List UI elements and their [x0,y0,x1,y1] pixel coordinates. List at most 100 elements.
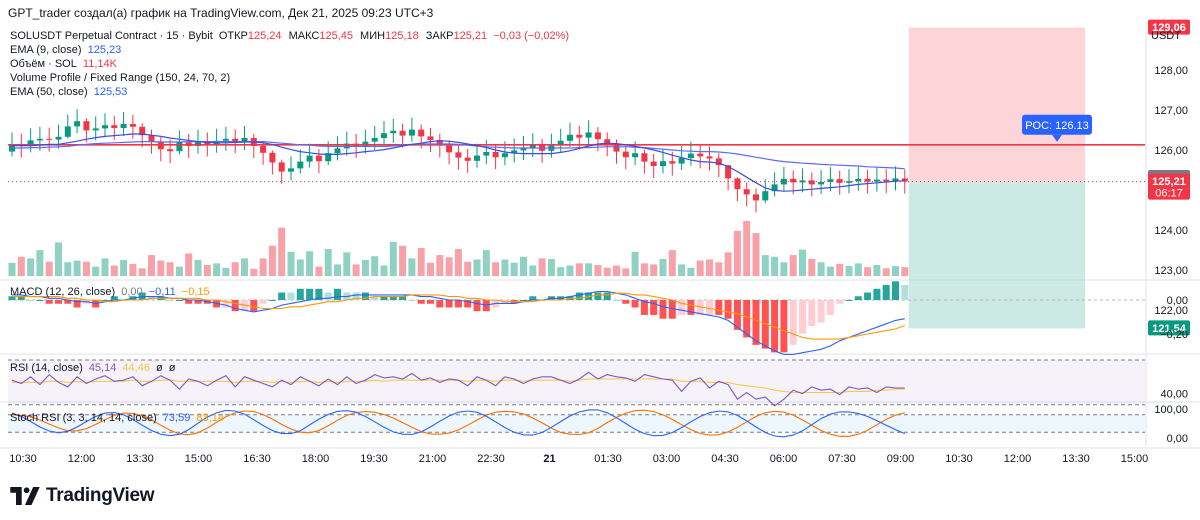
price-badge-text: 125,21 [1152,176,1186,188]
candle-body [92,128,99,131]
candle-body [120,124,127,128]
volume-bar [901,267,909,276]
macd-histogram-bar [352,292,360,300]
volume-bar [417,247,425,276]
candle-body [827,179,834,182]
volume-bar [213,263,221,276]
time-tick: 04:30 [711,453,739,465]
macd-histogram-bar [808,300,816,327]
macd-histogram-bar [408,300,416,301]
stoch-legend[interactable]: Stoch RSI (3, 3, 14, 14, close) 73,59 83… [10,412,227,424]
candle-body [734,178,741,190]
candle-body [483,152,490,156]
macd-histogram-bar [287,292,295,300]
candle [83,118,90,143]
tradingview-logo[interactable]: TradingView [10,485,155,507]
price-axis-currency: USDT [1151,30,1181,42]
rsi-band [8,360,1145,405]
chart-credit: GPT_trader создал(а) график на TradingVi… [8,6,434,20]
candle-body [232,138,239,142]
candle-body [334,148,341,154]
candle [46,127,53,152]
legend-volume-row[interactable]: Объём · SOL 11,14K [10,58,120,70]
volume-bar [36,250,44,276]
legend-close-label: ЗАКР [425,30,454,42]
time-tick: 18:00 [302,453,330,465]
ema9-line [12,133,905,192]
candle [855,166,862,191]
candle-body [55,136,62,140]
macd-histogram-bar [529,296,537,300]
macd-histogram-bar [826,300,834,315]
volume-bar [278,227,286,276]
legend-ema9-row[interactable]: EMA (9, close) 125,23 [10,44,124,56]
volume-bar [27,258,35,276]
volume-bar [268,245,276,276]
time-tick: 10:30 [945,453,973,465]
stoch-tick: 100,00 [1154,404,1188,416]
candle-body [743,189,750,195]
price-badge-countdown: 06:17 [1155,188,1183,200]
volume-bar [464,261,472,276]
volume-bar [259,258,267,276]
macd-hist-value: 0,00 [121,286,143,298]
candle [390,118,397,143]
price-tick: 122,00 [1154,305,1188,317]
rsi-na-1: ø [156,362,163,374]
stoch-k-line [11,409,906,438]
macd-signal-line [12,292,905,340]
candle-body [604,139,611,145]
candle [111,116,118,140]
candle-body [836,179,843,183]
candle-body [753,194,759,201]
candle [492,145,499,170]
macd-histogram-bar [8,296,16,300]
rsi-tick: 40,00 [1160,389,1188,401]
volume-bar [157,260,165,276]
candle [660,149,666,174]
volume-bar [799,249,806,276]
candle [399,123,406,148]
legend-symbol: SOLUSDT Perpetual Contract · 15 · Bybit [10,30,213,42]
macd-histogram-bar [417,300,425,304]
legend-ema9-value: 125,23 [87,44,122,56]
candle-body [650,161,657,166]
candle [585,120,592,145]
candle [362,129,369,154]
rsi-legend[interactable]: RSI (14, close) 45,14 44,46 ø ø [10,362,179,374]
volume-bar [547,258,555,276]
legend-ema50-row[interactable]: EMA (50, close) 125,53 [10,86,130,98]
macd-histogram-bar [17,296,25,300]
volume-bar [231,262,239,276]
volume-bar [222,267,230,276]
legend-low: 125,18 [385,30,419,42]
macd-histogram-bar [873,288,881,300]
poc-label: POC: 126.13 [1022,114,1092,142]
candle [427,128,434,152]
candle-body [399,130,406,136]
candle-body [799,180,806,183]
macd-histogram-bar [520,300,527,301]
volume-bar [687,267,695,276]
candle [36,126,43,151]
macd-histogram-bar [892,281,899,300]
candle [64,114,71,139]
macd-histogram-bar [864,292,872,300]
candle-body [222,138,229,141]
legend-change: −0,03 (−0,02%) [493,30,570,42]
legend-vp-row[interactable]: Volume Profile / Fixed Range (150, 24, 7… [10,72,233,84]
candle-body [567,134,573,141]
candle-body [436,140,443,146]
macd-legend[interactable]: MACD (12, 26, close) 0,00 −0,11 −0,15 [10,286,213,298]
volume-bar [826,266,834,276]
volume-bar [761,255,769,276]
candle [873,167,880,192]
candle-body [464,157,471,161]
volume-bar [73,260,81,276]
time-tick: 16:30 [243,453,271,465]
candle [250,134,257,158]
volume-bar [129,263,137,276]
macd-histogram-bar [334,288,341,300]
